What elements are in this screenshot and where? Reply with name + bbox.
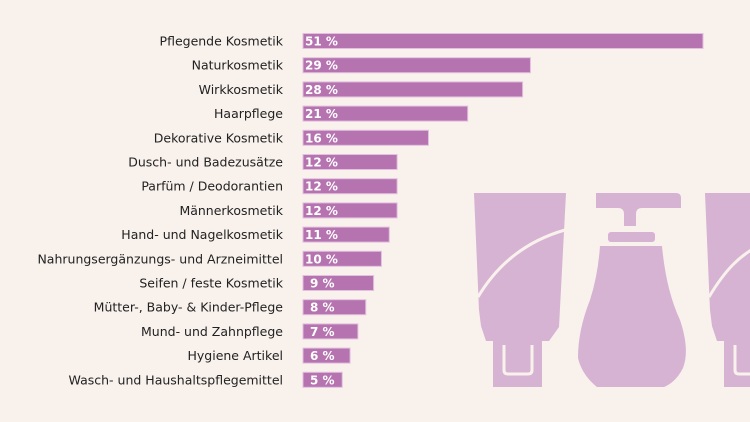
category-label: Dusch- und Badezusätze <box>128 155 283 170</box>
cosmetic-tube-icon <box>474 193 566 387</box>
bar <box>302 178 398 195</box>
category-label: Mütter-, Baby- & Kinder-Pflege <box>94 300 284 315</box>
bar <box>302 250 382 267</box>
bar <box>302 154 398 170</box>
category-label: Nahrungsergänzungs- und Arzneimittel <box>37 251 283 266</box>
category-label: Wasch- und Haushaltspflegemittel <box>69 372 283 387</box>
bar <box>302 105 469 122</box>
bar <box>302 299 367 316</box>
value-label: 6 % <box>310 349 335 363</box>
bar <box>302 57 531 74</box>
bar <box>302 371 343 388</box>
value-label: 7 % <box>310 325 335 339</box>
category-label: Wirkkosmetik <box>199 82 284 97</box>
value-label: 51 % <box>305 35 338 49</box>
value-label: 10 % <box>305 252 338 266</box>
category-label: Hand- und Nagelkosmetik <box>121 227 283 242</box>
value-label: 29 % <box>305 59 338 73</box>
value-label: 21 % <box>305 107 338 121</box>
bar <box>302 202 398 219</box>
bar <box>302 81 524 98</box>
category-label: Seifen / feste Kosmetik <box>139 276 283 291</box>
category-label: Parfüm / Deodorantien <box>141 179 283 194</box>
value-label: 8 % <box>310 301 335 315</box>
cosmetic-tube-icon <box>705 193 750 387</box>
value-label: 11 % <box>305 228 338 242</box>
category-label: Männerkosmetik <box>179 203 283 218</box>
value-labels: 51 % 29 % 28 % 21 % 16 % 12 % 12 % 12 % 11 % 10 %… <box>305 35 338 388</box>
category-labels: Pflegende Kosmetik Naturkosmetik Wirkkosme… <box>37 34 283 388</box>
bars <box>302 33 704 388</box>
category-label: Dekorative Kosmetik <box>154 130 284 145</box>
category-label: Naturkosmetik <box>192 58 284 73</box>
category-label: Mund- und Zahnpflege <box>141 324 283 339</box>
value-label: 12 % <box>305 180 338 194</box>
value-label: 5 % <box>310 373 335 387</box>
bar <box>302 323 359 340</box>
value-label: 12 % <box>305 204 338 218</box>
value-label: 28 % <box>305 83 338 97</box>
value-label: 12 % <box>305 156 338 170</box>
bar <box>302 129 429 146</box>
category-label: Pflegende Kosmetik <box>160 34 284 49</box>
bar <box>302 226 390 243</box>
decorative-illustration <box>474 193 750 387</box>
value-label: 16 % <box>305 131 338 145</box>
category-label: Hygiene Artikel <box>187 348 283 363</box>
value-label: 9 % <box>310 277 335 291</box>
pump-bottle-icon <box>578 193 686 387</box>
bar <box>302 33 704 49</box>
bar <box>302 347 351 364</box>
category-label: Haarpflege <box>214 106 283 121</box>
bar <box>302 275 375 291</box>
